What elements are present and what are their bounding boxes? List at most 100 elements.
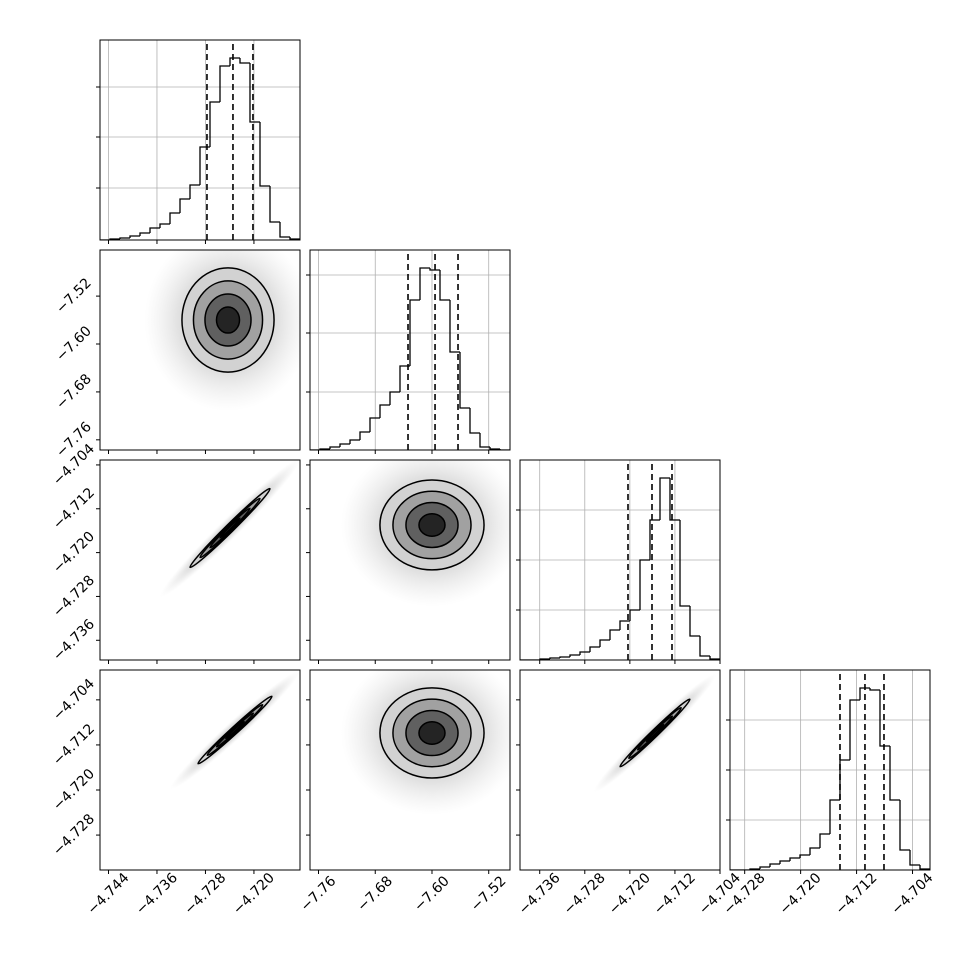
histogram-bin	[679, 520, 690, 607]
histogram-bin	[799, 854, 810, 858]
histogram-bin	[479, 433, 490, 448]
histogram-bin	[219, 65, 230, 102]
histogram-bin	[179, 198, 190, 213]
y-tick-label: −4.728	[50, 572, 98, 620]
y-tick-label: −7.60	[53, 323, 95, 365]
y-tick-label: −4.712	[50, 485, 98, 533]
contour-level	[418, 513, 446, 537]
histogram-bin	[239, 58, 250, 64]
x-tick-label: −4.744	[85, 870, 133, 918]
histogram-bin	[609, 629, 620, 640]
histogram-bin	[269, 186, 280, 223]
histogram-bin	[419, 267, 430, 300]
panel-frame	[309, 459, 511, 661]
contour-level	[418, 720, 446, 746]
x-tick-label: −4.704	[889, 870, 937, 918]
panel	[520, 460, 720, 660]
y-tick-label: −4.736	[50, 616, 98, 664]
panel	[159, 460, 300, 598]
histogram-bin	[259, 122, 270, 187]
histogram-bin	[779, 860, 790, 864]
histogram-bin	[469, 408, 480, 434]
histogram-bin	[649, 519, 660, 560]
histogram-bin	[849, 699, 860, 760]
histogram-bin	[459, 352, 470, 409]
x-tick-label: −4.728	[181, 870, 229, 918]
histogram-bin	[399, 365, 410, 392]
x-tick-label: −4.712	[651, 870, 699, 918]
x-tick-label: −4.720	[777, 870, 825, 918]
histogram-bin	[499, 449, 510, 450]
panel	[310, 250, 510, 450]
histogram-bin	[279, 222, 290, 238]
histogram-bin	[229, 57, 240, 66]
histogram-bin	[709, 656, 720, 660]
histogram-bin	[759, 866, 770, 869]
panel-frame	[309, 249, 511, 451]
histogram-bin	[879, 690, 890, 747]
histogram-bin	[339, 443, 350, 447]
x-tick-label: −4.728	[561, 870, 609, 918]
histogram-bin	[699, 636, 710, 657]
histogram-bin	[809, 847, 820, 855]
histogram-bin	[569, 654, 580, 657]
x-tick-label: −4.712	[833, 870, 881, 918]
x-tick-label: −7.76	[298, 873, 340, 915]
y-tick-label: −4.720	[50, 766, 98, 814]
histogram-bin	[289, 237, 300, 240]
y-tick-label: −7.52	[53, 275, 95, 317]
histogram-bin	[599, 639, 610, 647]
histogram-bin	[899, 800, 910, 851]
x-tick-label: −4.720	[606, 870, 654, 918]
histogram-bin	[129, 235, 140, 238]
histogram-bin	[659, 477, 670, 520]
histogram-bin	[149, 227, 160, 233]
x-tick-label: −7.52	[468, 873, 510, 915]
panel	[340, 460, 510, 607]
histogram-bin	[869, 688, 880, 691]
panel-frame	[99, 459, 301, 661]
histogram-bin	[169, 212, 180, 224]
contour-level	[645, 723, 665, 743]
y-tick-label: −4.720	[50, 529, 98, 577]
panel-frame	[99, 39, 301, 241]
histogram-bin	[359, 431, 370, 440]
histogram-bin	[639, 559, 650, 610]
histogram-bin	[409, 299, 420, 366]
histogram-bin	[119, 237, 130, 239]
contour-level	[219, 517, 241, 539]
panel	[144, 250, 300, 412]
histogram-bin	[559, 656, 570, 658]
panel	[170, 670, 300, 790]
histogram-bin	[189, 184, 200, 199]
histogram-bin	[209, 101, 220, 147]
histogram-bin	[619, 620, 630, 630]
histogram-bin	[349, 439, 360, 444]
panel-frame	[99, 249, 301, 451]
contour-level	[215, 306, 241, 334]
histogram-bin	[249, 63, 260, 123]
histogram-bin	[919, 865, 930, 870]
x-tick-label: −7.68	[354, 873, 396, 915]
panel	[340, 670, 510, 815]
histogram-bin	[389, 391, 400, 405]
histogram-bin	[629, 609, 640, 621]
histogram-bin	[549, 657, 560, 659]
histogram-bin	[139, 232, 150, 236]
x-tick-label: −4.736	[516, 870, 564, 918]
y-tick-label: −4.704	[50, 676, 98, 724]
histogram-bin	[579, 651, 590, 655]
panel-frame	[309, 669, 511, 871]
histogram-bin	[669, 478, 680, 521]
histogram-bin	[909, 850, 920, 866]
panel	[593, 673, 717, 793]
histogram-bin	[449, 300, 460, 353]
histogram-bin	[159, 223, 170, 228]
y-tick-label: −7.68	[53, 371, 95, 413]
histogram-bin	[859, 687, 870, 700]
histogram-bin	[769, 863, 780, 867]
panel-frame	[519, 669, 721, 871]
histogram-bin	[819, 833, 830, 848]
histogram-bin	[369, 417, 380, 432]
panel	[730, 670, 930, 870]
